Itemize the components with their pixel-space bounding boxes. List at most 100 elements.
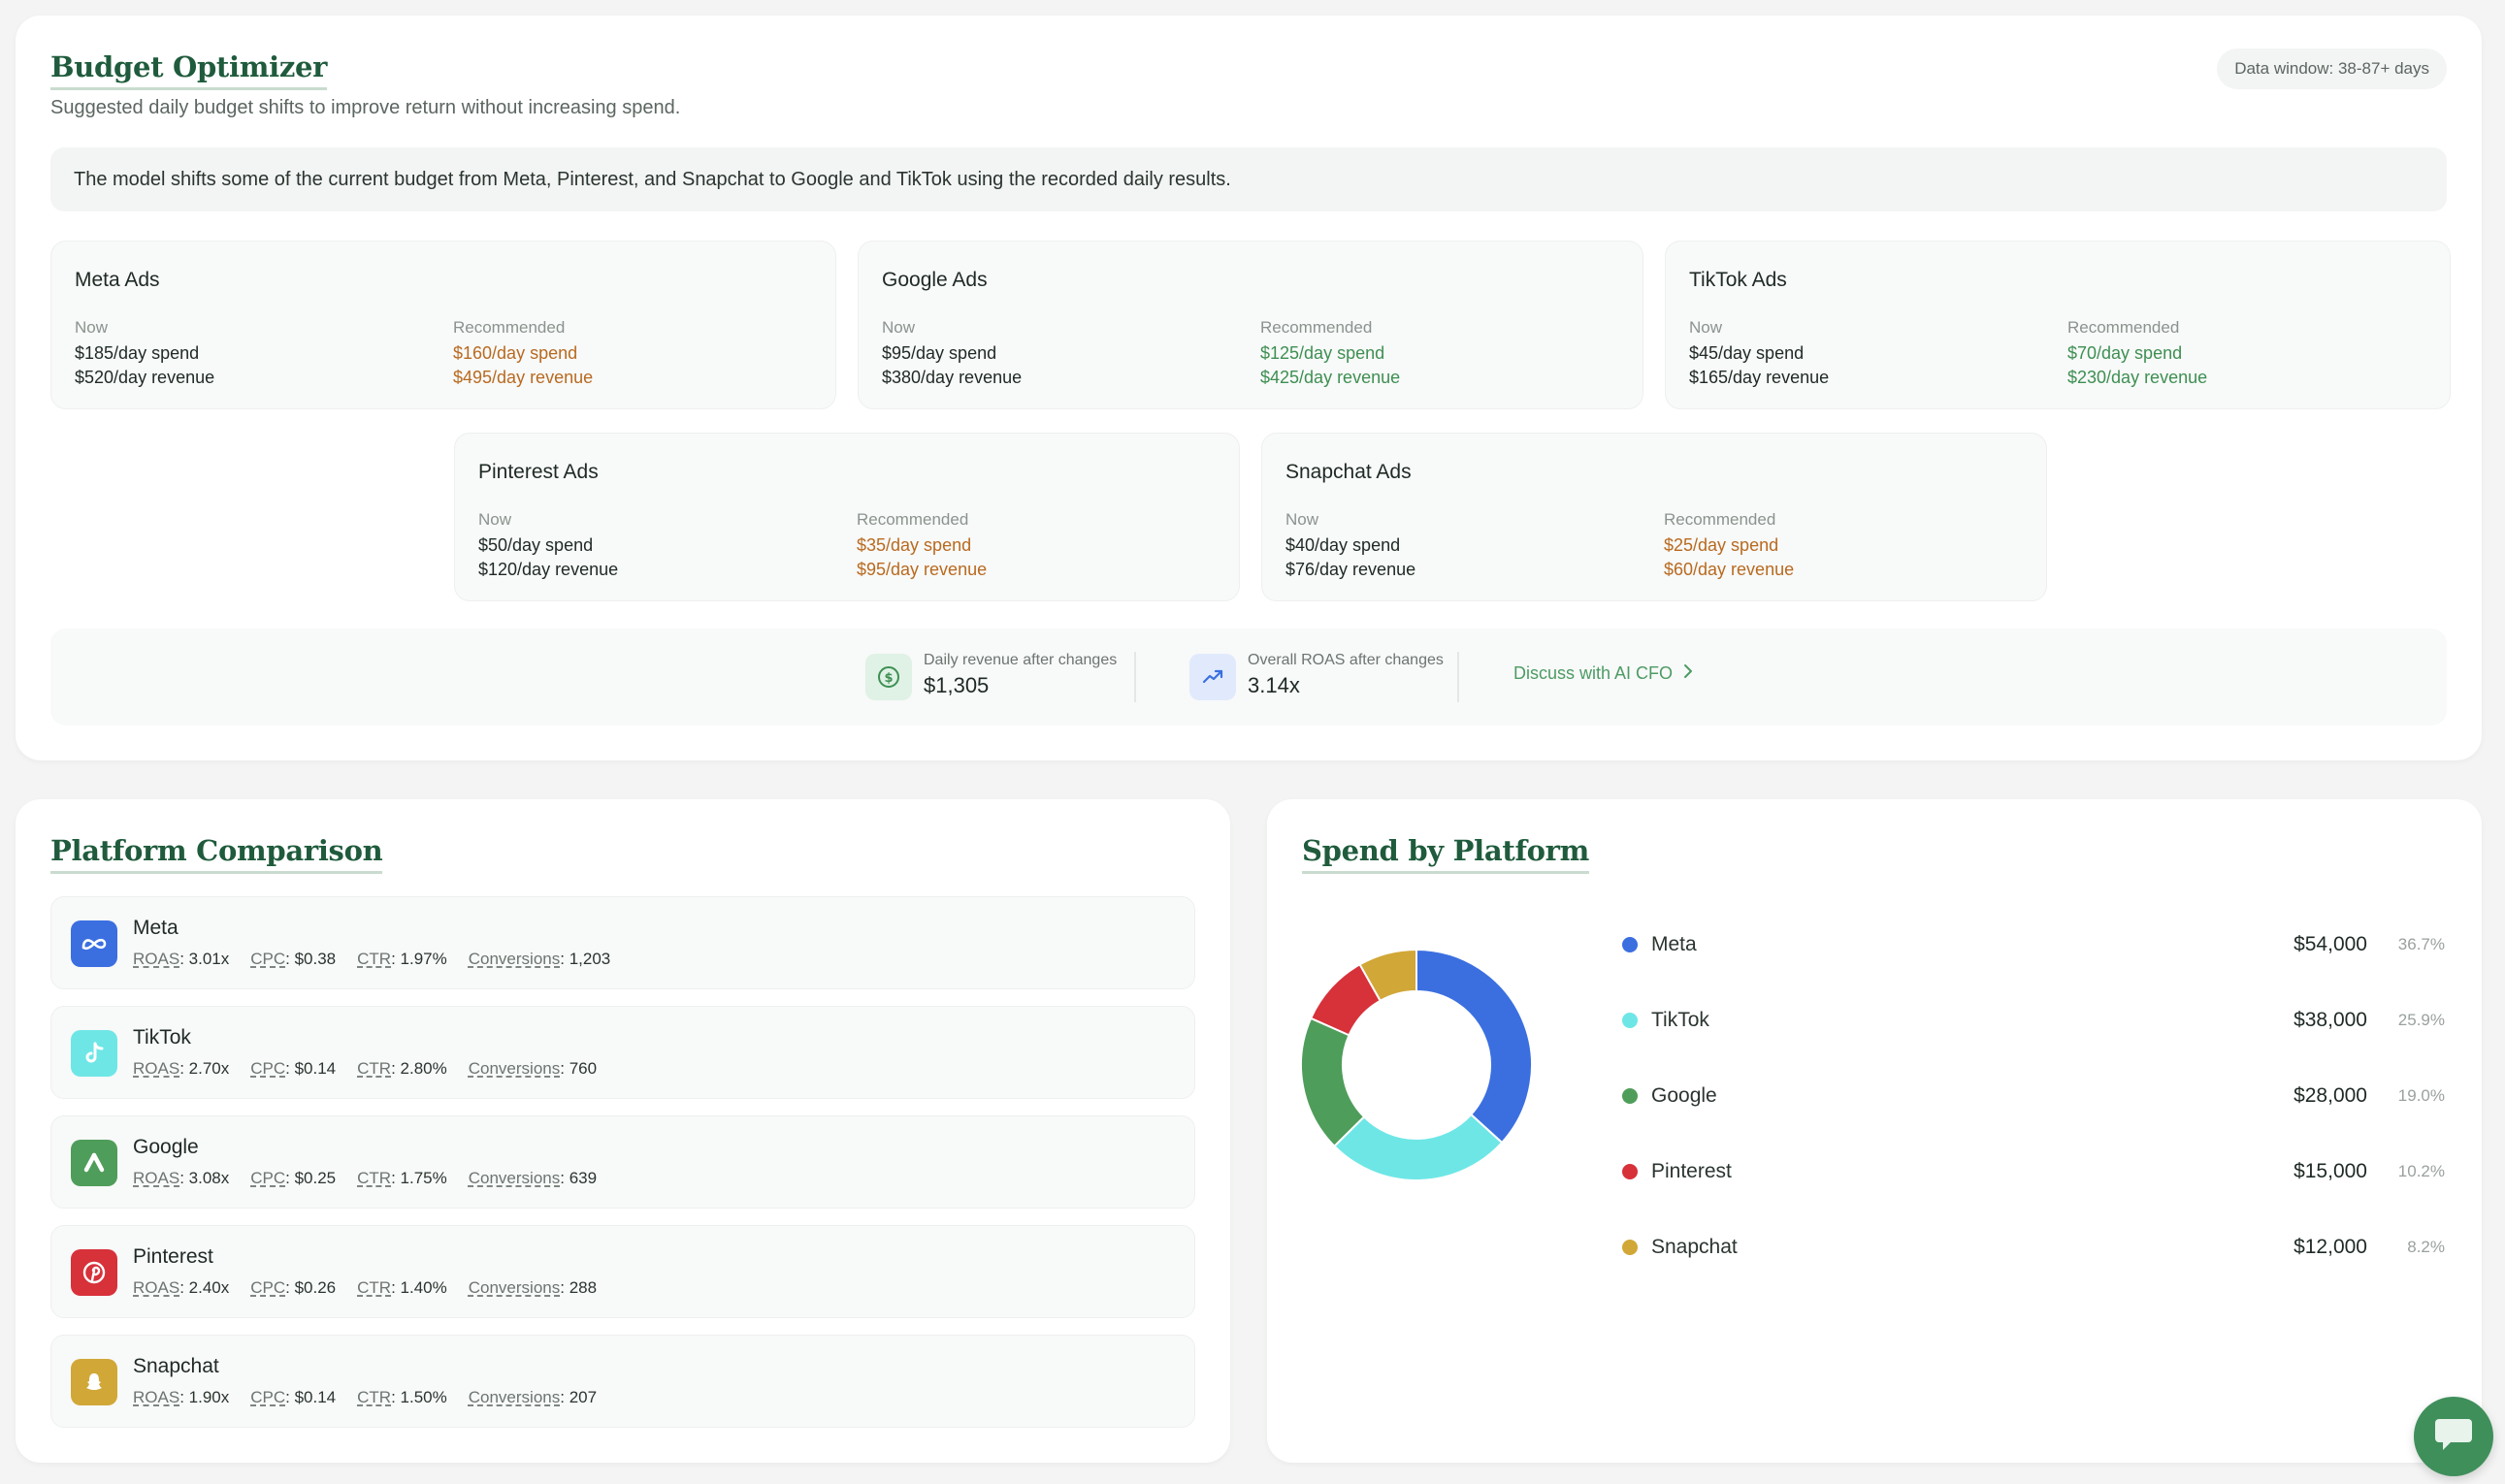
roas-value: 2.70x: [188, 1059, 230, 1078]
roas-label: ROAS: [133, 1388, 180, 1406]
roas-stat: ROAS: 1.90x: [133, 1388, 230, 1406]
conversions-value: 1,203: [569, 950, 611, 968]
conversions-label: Conversions: [468, 1059, 561, 1078]
legend-dot: [1622, 937, 1638, 952]
spend-by-platform-title: Spend by Platform: [1302, 834, 1589, 874]
now-label: Now: [478, 510, 512, 529]
recommended-label: Recommended: [1664, 510, 1776, 529]
recommended-column: Recommended $25/day spend $60/day revenue: [1664, 507, 1794, 582]
recommendation-card: Pinterest Ads Now $50/day spend $120/day re…: [454, 433, 1240, 601]
recommended-revenue: $60/day revenue: [1664, 560, 1795, 579]
chevron-right-icon: [1682, 663, 1694, 684]
legend-amount: $38,000: [2294, 1009, 2367, 1031]
overall-roas-value: 3.14x: [1248, 673, 1300, 697]
conversions-label: Conversions: [468, 1278, 561, 1297]
daily-revenue-label: Daily revenue after changes: [924, 652, 1118, 668]
platform-row: Snapchat ROAS: 1.90x CPC: $0.14 CTR: 1.50% C…: [50, 1335, 1195, 1428]
discuss-with-ai-cfo-link[interactable]: Discuss with AI CFO: [1513, 663, 1694, 684]
pinterest-icon: [71, 1249, 117, 1296]
meta-icon: [71, 920, 117, 967]
current-spend: $40/day spend: [1285, 535, 1401, 555]
roas-label: ROAS: [133, 950, 180, 968]
platform-comparison-panel: Platform Comparison Meta ROAS: 3.01x CPC: …: [16, 799, 1230, 1463]
platform-row: Pinterest ROAS: 2.40x CPC: $0.26 CTR: 1.40%…: [50, 1225, 1195, 1318]
ctr-stat: CTR: 1.75%: [357, 1169, 447, 1187]
current-spend: $95/day spend: [882, 343, 997, 363]
card-title: TikTok Ads: [1689, 269, 1787, 291]
donut-slice-tiktok: [1332, 1113, 1504, 1181]
tiktok-icon: [71, 1030, 117, 1077]
cpc-stat: CPC: $0.14: [250, 1059, 337, 1078]
recommended-spend: $125/day spend: [1260, 343, 1385, 363]
conversions-stat: Conversions: 639: [468, 1169, 598, 1187]
ctr-value: 1.50%: [400, 1388, 447, 1406]
donut-slice-snapchat: [1358, 948, 1417, 1003]
legend-item: Pinterest $15,000 10.2%: [1614, 1152, 2445, 1191]
recommended-label: Recommended: [1260, 318, 1373, 337]
chat-icon: [2433, 1417, 2474, 1457]
card-title: Google Ads: [882, 269, 988, 291]
cpc-value: $0.26: [294, 1278, 337, 1297]
roas-label: ROAS: [133, 1278, 180, 1297]
legend-platform-name: Snapchat: [1651, 1236, 1738, 1258]
platform-name: Google: [133, 1136, 199, 1158]
cpc-label: CPC: [250, 1388, 286, 1406]
conversions-stat: Conversions: 1,203: [468, 950, 611, 968]
ctr-stat: CTR: 1.40%: [357, 1278, 447, 1297]
ctr-label: CTR: [357, 1278, 392, 1297]
ctr-value: 1.40%: [400, 1278, 447, 1297]
current-revenue: $380/day revenue: [882, 368, 1023, 387]
roas-stat: ROAS: 3.01x: [133, 950, 230, 968]
trending-up-icon: [1189, 654, 1236, 700]
legend-dot: [1622, 1164, 1638, 1179]
legend-dot: [1622, 1088, 1638, 1104]
cpc-stat: CPC: $0.14: [250, 1388, 337, 1406]
recommended-revenue: $425/day revenue: [1260, 368, 1401, 387]
roas-value: 2.40x: [188, 1278, 230, 1297]
current-revenue: $76/day revenue: [1285, 560, 1416, 579]
legend-percent: 36.7%: [2397, 935, 2445, 953]
recommended-column: Recommended $35/day spend $95/day revenue: [857, 507, 987, 582]
platform-stats: ROAS: 2.40x CPC: $0.26 CTR: 1.40% Conversio…: [133, 1278, 618, 1298]
cpc-value: $0.38: [294, 950, 337, 968]
ctr-value: 1.97%: [400, 950, 447, 968]
platform-comparison-title: Platform Comparison: [50, 834, 383, 874]
current-revenue: $165/day revenue: [1689, 368, 1830, 387]
platform-stats: ROAS: 3.08x CPC: $0.25 CTR: 1.75% Conversio…: [133, 1169, 618, 1188]
current-column: Now $45/day spend $165/day revenue: [1689, 315, 1829, 390]
legend-amount: $28,000: [2294, 1084, 2367, 1107]
roas-stat: ROAS: 2.70x: [133, 1059, 230, 1078]
cpc-label: CPC: [250, 950, 286, 968]
platform-stats: ROAS: 3.01x CPC: $0.38 CTR: 1.97% Conversio…: [133, 950, 632, 969]
chat-button[interactable]: [2414, 1397, 2493, 1476]
platform-stats: ROAS: 2.70x CPC: $0.14 CTR: 2.80% Conversio…: [133, 1059, 618, 1079]
roas-value: 3.08x: [188, 1169, 230, 1187]
conversions-label: Conversions: [468, 1169, 561, 1187]
now-label: Now: [75, 318, 109, 337]
legend-percent: 19.0%: [2397, 1086, 2445, 1105]
legend-platform-name: TikTok: [1651, 1009, 1709, 1031]
legend-percent: 25.9%: [2397, 1011, 2445, 1029]
roas-stat: ROAS: 3.08x: [133, 1169, 230, 1187]
roas-label: ROAS: [133, 1169, 180, 1187]
recommended-spend: $25/day spend: [1664, 535, 1779, 555]
cpc-label: CPC: [250, 1278, 286, 1297]
conversions-value: 760: [569, 1059, 598, 1078]
cpc-label: CPC: [250, 1169, 286, 1187]
legend-platform-name: Pinterest: [1651, 1160, 1732, 1182]
legend-platform-name: Meta: [1651, 933, 1697, 955]
daily-revenue-value: $1,305: [924, 673, 990, 697]
now-label: Now: [882, 318, 916, 337]
recommendation-card: TikTok Ads Now $45/day spend $165/day reven…: [1665, 241, 2451, 409]
ctr-label: CTR: [357, 1059, 392, 1078]
roas-value: 3.01x: [188, 950, 230, 968]
conversions-value: 207: [569, 1388, 598, 1406]
snapchat-icon: [71, 1359, 117, 1405]
current-column: Now $95/day spend $380/day revenue: [882, 315, 1022, 390]
totals-bar: $ Daily revenue after changes $1,305 Ove…: [50, 629, 2447, 726]
platform-stats: ROAS: 1.90x CPC: $0.14 CTR: 1.50% Conversio…: [133, 1388, 618, 1407]
platform-name: TikTok: [133, 1026, 191, 1048]
current-spend: $50/day spend: [478, 535, 594, 555]
legend-dot: [1622, 1240, 1638, 1255]
now-label: Now: [1689, 318, 1723, 337]
